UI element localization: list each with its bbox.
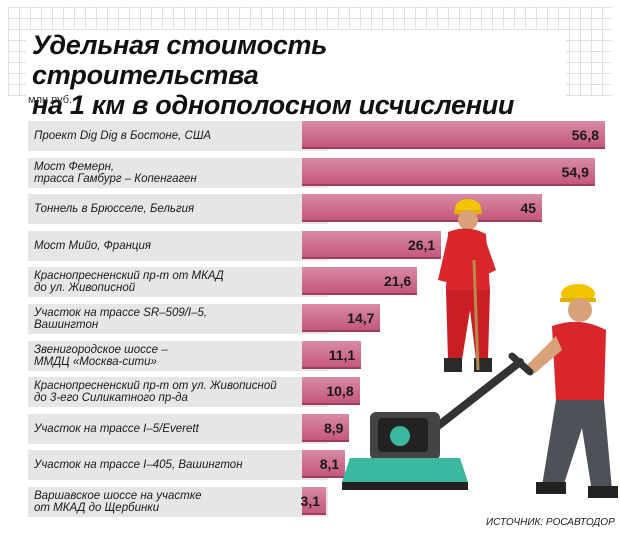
category-label-line: Участок на трассе I–405, Вашингтон: [34, 458, 243, 471]
category-label: Краснопресненский пр-т от ул. Живописной…: [34, 377, 304, 407]
category-label-line: до ул. Живописной: [34, 282, 136, 294]
worker-left: [438, 199, 496, 372]
category-label-line: трасса Гамбург – Копенгаген: [34, 173, 197, 185]
bar-value-label: 11,1: [328, 347, 356, 363]
workers-illustration: [342, 199, 618, 498]
bar: [302, 341, 362, 369]
category-label-line: Вашингтон: [34, 319, 99, 331]
bar: [302, 194, 543, 222]
bar-value-label: 21,6: [383, 273, 412, 289]
category-row: Проект Dig Dig в Бостоне, США: [28, 121, 328, 151]
category-label-line: Краснопресненский пр-т от МКАД: [34, 269, 224, 282]
bar: [302, 121, 605, 149]
chart-title: Удельная стоимость строительства на 1 км…: [26, 30, 566, 120]
category-label: Участок на трассе I–405, Вашингтон: [34, 450, 304, 480]
category-label-text: Участок на трассе I–405, Вашингтон: [34, 459, 243, 472]
category-label-line: Участок на трассе I–5/Everett: [34, 422, 199, 435]
title-line-1: Удельная стоимость строительства: [32, 30, 327, 90]
bar: [302, 414, 350, 442]
category-label: Участок на трассе I–5/Everett: [34, 414, 304, 444]
category-label: Участок на трассе SR–509/I–5, Вашингтон: [34, 304, 304, 334]
category-label: Звенигородское шоссе – ММДЦ «Москва-сити»: [34, 341, 304, 371]
bar: [302, 304, 381, 332]
category-label-line: Варшавское шоссе на участке: [34, 489, 202, 502]
category-label-text: Участок на трассе SR–509/I–5, Вашингтон: [34, 307, 207, 332]
plate-compactor: [342, 352, 534, 490]
category-row: Звенигородское шоссе – ММДЦ «Москва-сити»: [28, 341, 328, 371]
category-label-text: Тоннель в Брюсселе, Бельгия: [34, 203, 194, 216]
bar-value-label: 26,1: [407, 237, 436, 253]
category-row: Мост Фемерн, трасса Гамбург – Копенгаген: [28, 158, 328, 188]
category-label-text: Звенигородское шоссе – ММДЦ «Москва-сити»: [34, 344, 168, 369]
category-label: Краснопресненский пр-т от МКАД до ул. Жив…: [34, 267, 304, 297]
category-label-text: Краснопресненский пр-т от МКАД до ул. Жив…: [34, 270, 224, 295]
bar-value-label: 54,9: [561, 164, 589, 180]
category-label-text: Мост Мийо, Франция: [34, 240, 151, 253]
category-row: Мост Мийо, Франция: [28, 231, 328, 261]
category-label-line: Мост Фемерн,: [34, 160, 115, 173]
category-label-text: Варшавское шоссе на участке от МКАД до Ще…: [34, 490, 202, 515]
bar: [302, 487, 326, 515]
category-label-text: Проект Dig Dig в Бостоне, США: [34, 130, 211, 143]
source-note: ИСТОЧНИК: РОСАВТОДОР: [486, 517, 615, 528]
category-label-line: ММДЦ «Москва-сити»: [34, 356, 157, 368]
bar: [302, 158, 595, 186]
bar-value-label: 8,1: [319, 456, 340, 472]
category-label: Проект Dig Dig в Бостоне, США: [34, 121, 304, 151]
category-label: Тоннель в Брюсселе, Бельгия: [34, 194, 304, 224]
bar-value-label: 56,8: [571, 127, 599, 143]
bar-value-label: 14,7: [347, 310, 375, 326]
bar: [302, 450, 346, 478]
category-label-line: Звенигородское шоссе –: [34, 343, 168, 356]
category-row: Тоннель в Брюсселе, Бельгия: [28, 194, 328, 224]
category-label-line: Участок на трассе SR–509/I–5,: [34, 306, 208, 319]
category-row: Варшавское шоссе на участке от МКАД до Ще…: [28, 487, 328, 517]
category-label-text: Участок на трассе I–5/Everett: [34, 423, 199, 436]
category-label-line: до 3-его Силикатного пр-да: [34, 392, 188, 404]
category-label-line: Краснопресненский пр-т от ул. Живописной: [34, 379, 277, 392]
category-label-text: Краснопресненский пр-т от ул. Живописной…: [34, 380, 277, 405]
category-row: Участок на трассе I–405, Вашингтон: [28, 450, 328, 480]
bar-value-label: 10,8: [326, 383, 354, 399]
unit-label: млн руб.: [28, 94, 73, 106]
category-row: Краснопресненский пр-т от ул. Живописной…: [28, 377, 328, 407]
category-label: Мост Мийо, Франция: [34, 231, 304, 261]
category-label: Мост Фемерн, трасса Гамбург – Копенгаген: [34, 158, 304, 188]
bar: [302, 231, 442, 259]
bar-value-label: 8,9: [324, 420, 344, 436]
bar-value-label: 45: [520, 200, 537, 216]
worker-right: [526, 284, 618, 498]
category-label-line: Проект Dig Dig в Бостоне, США: [34, 129, 212, 142]
category-label-line: от МКАД до Щербинки: [34, 502, 160, 514]
category-label-text: Мост Фемерн, трасса Гамбург – Копенгаген: [34, 161, 197, 186]
bar: [302, 377, 360, 405]
category-row: Участок на трассе SR–509/I–5, Вашингтон: [28, 304, 328, 334]
bar: [302, 267, 418, 295]
bar-value-label: 3,1: [300, 493, 320, 509]
category-row: Участок на трассе I–5/Everett: [28, 414, 328, 444]
category-row: Краснопресненский пр-т от МКАД до ул. Жив…: [28, 267, 328, 297]
title-line-2: на 1 км в однополосном исчислении: [32, 90, 515, 120]
category-label: Варшавское шоссе на участке от МКАД до Ще…: [34, 487, 304, 517]
category-label-line: Тоннель в Брюсселе, Бельгия: [34, 202, 195, 215]
category-label-line: Мост Мийо, Франция: [34, 239, 152, 252]
